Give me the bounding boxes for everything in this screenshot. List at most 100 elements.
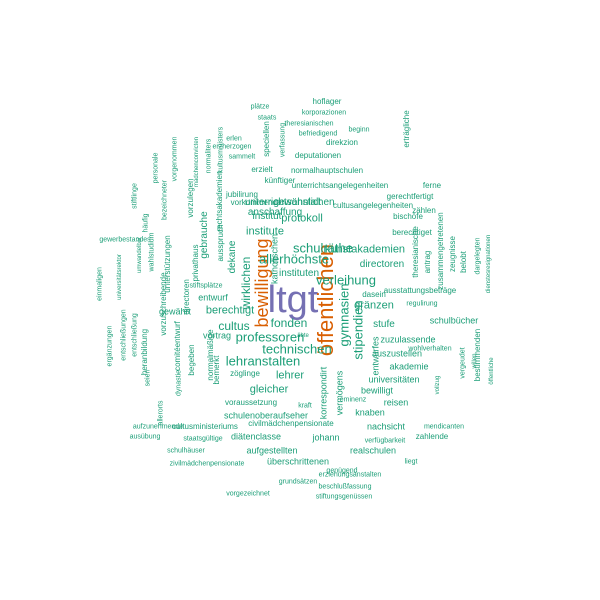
word-comit-entwurf: comitéentwurf: [173, 321, 182, 371]
word-entschliessungen: entschließungen: [120, 309, 128, 361]
word-belobt: belobt: [459, 251, 468, 273]
word-gewerbestandes: gewerbestandes: [99, 236, 151, 244]
word-zaehlen: zählen: [412, 206, 436, 215]
word-aufzunehmende: aufzunehmende: [132, 423, 184, 431]
word-stiftungsgenuessen: stiftungsgenüssen: [315, 493, 373, 501]
word-vortrag: vortrag: [202, 330, 232, 341]
word-zeugnisse: zeugnisse: [448, 235, 457, 273]
word-lehrer: lehrer: [275, 369, 305, 382]
word-begeben: begeben: [187, 344, 196, 376]
word-auszustellen: auszustellen: [371, 348, 423, 359]
word-erzielt: erzielt: [251, 165, 273, 174]
word-aufgestellten: aufgestellten: [246, 445, 298, 456]
word-professoren: professoren: [235, 329, 305, 345]
word-dasein: dasein: [362, 290, 386, 299]
word-stiftlinge: stiftlinge: [131, 183, 139, 209]
word-ertraegliche: erträgliche: [402, 110, 411, 148]
word-beschlussfassung: beschlußfassung: [318, 483, 372, 491]
word-verfassung: verfassung: [279, 122, 287, 158]
word-normalhauptschulen: normalhauptschulen: [290, 166, 364, 175]
word-schulraethe: schulräthe: [293, 240, 353, 256]
word-speciellen: speciellen: [262, 121, 271, 157]
word-civilmaedchenpensionate: civilmädchenpensionate: [248, 419, 334, 428]
word-antrag: antrag: [423, 250, 432, 274]
word-liegt: liegt: [404, 458, 418, 466]
word-seien: seien: [144, 369, 152, 387]
word-wohlverhalten: wohlverhalten: [408, 345, 452, 353]
word-entschliessung: entschließung: [131, 313, 139, 357]
word-zahlende: zahlende: [415, 432, 449, 441]
word-allerorts: allerorts: [157, 400, 165, 426]
word-beginn: beginn: [348, 126, 370, 134]
word-ferne: ferne: [422, 181, 442, 190]
word-bezeichneter: bezeichneter: [161, 179, 169, 221]
word-wahlstudium: wahlstudium: [148, 232, 156, 272]
word-entwurf: entwurf: [198, 292, 228, 303]
word-theresianische: theresianische: [411, 226, 420, 278]
word-haeufig: häufig: [142, 213, 150, 233]
word-gebrauche: gebrauche: [199, 211, 210, 259]
word-ltgt: ltgt: [267, 279, 319, 321]
word-cultusministeriums: cultusministeriums: [172, 422, 238, 431]
word-kraft: kraft: [298, 402, 312, 410]
word-vollzug: vollzug: [435, 375, 441, 395]
word-institut: institut: [252, 211, 282, 222]
word-stufe: stufe: [373, 319, 395, 330]
word-katholischen: katholischen: [269, 233, 280, 285]
word-mendicanten: mendicanten: [423, 423, 465, 431]
word-diaetenclasse: diätenclasse: [230, 431, 282, 442]
word-gewoehnlichen: gewöhnlichen: [273, 197, 335, 208]
word-universitaetsrektor: universitätsrektor: [117, 254, 123, 300]
word-entwurfes: entwurfes: [370, 336, 381, 376]
word-fonden: fonden: [270, 316, 308, 330]
word-verfuegbarkeit: verfügbarkeit: [364, 437, 406, 445]
word-bischoefe: bischöfe: [393, 212, 423, 221]
word-umwandelbar: umwandelbar: [137, 236, 143, 274]
word-berechtiget: berechtiget: [392, 228, 432, 237]
word-cultusangelegenheiten: cultusangelegenheiten: [332, 201, 414, 210]
word-lehranstalten: lehranstalten: [225, 353, 301, 369]
word-anschaffung: anschaffung: [247, 207, 303, 218]
word-erlen: erlen: [226, 135, 242, 143]
word-regulirung: regulirung: [406, 300, 438, 308]
word-vorkommende: vorkommende: [230, 198, 282, 207]
word-technischen: technischen: [262, 341, 332, 357]
word-reisen: reisen: [383, 397, 409, 408]
word-voraussetzung: voraussetzung: [224, 398, 278, 407]
word-grundsaetzen: grundsätzen: [278, 478, 318, 486]
word-oeffentliche: öffentliche: [489, 357, 495, 385]
word-gleicher: gleicher: [249, 383, 289, 396]
word-vorgezeichnet: vorgezeichnet: [226, 490, 270, 498]
word-theresianischen: theresianischen: [284, 120, 334, 128]
word-unterstuetzungen: unterstützungen: [163, 235, 172, 293]
word-korporazionen: korporazionen: [301, 109, 347, 117]
word-cultus: cultus: [218, 319, 250, 333]
word-maedchenconvicten: mädchenconvicten: [194, 136, 200, 188]
word-vergeudet: vergeudet: [459, 347, 467, 379]
word-gewaehrt: gewährt: [158, 306, 192, 317]
word-kunstakademien: kunstakademien: [324, 243, 406, 256]
word-nachsicht: nachsicht: [366, 421, 406, 432]
word-einmaligen: einmaligen: [96, 267, 104, 301]
word-dynastie: dynastie: [175, 369, 183, 397]
word-protokoll: protokoll: [281, 212, 323, 225]
word-ausstattungsbetraege: ausstattungsbeträge: [383, 286, 457, 295]
word-erzherzogen: erzherzogen: [212, 143, 252, 151]
word-privathaus: privathaus: [191, 244, 200, 282]
word-heranbildung: heranbildung: [140, 328, 149, 376]
word-schulhaeuser: schulhäuser: [167, 447, 205, 455]
word-zoeglinge: zöglinge: [230, 369, 260, 378]
word-dekane: dekane: [227, 240, 238, 274]
word-graenzen: gränzen: [354, 299, 394, 312]
word-knaben: knaben: [355, 407, 385, 418]
word-schulenoberaufseher: schulenoberaufseher: [223, 410, 309, 421]
word-befriedigend: befriedigend: [298, 130, 338, 138]
word-bewilligt: bewilligt: [360, 385, 394, 396]
word-ueberschrittenen: überschrittenen: [266, 456, 330, 467]
word-unterrichtsanstalt: unterrichtsanstalt: [244, 197, 322, 208]
word-deputationen: deputationen: [294, 151, 342, 160]
word-korrespondirt: korrespondirt: [318, 366, 329, 420]
word-normaliters: normaliters: [205, 138, 213, 174]
word-vermoegens: vermögens: [334, 370, 345, 416]
